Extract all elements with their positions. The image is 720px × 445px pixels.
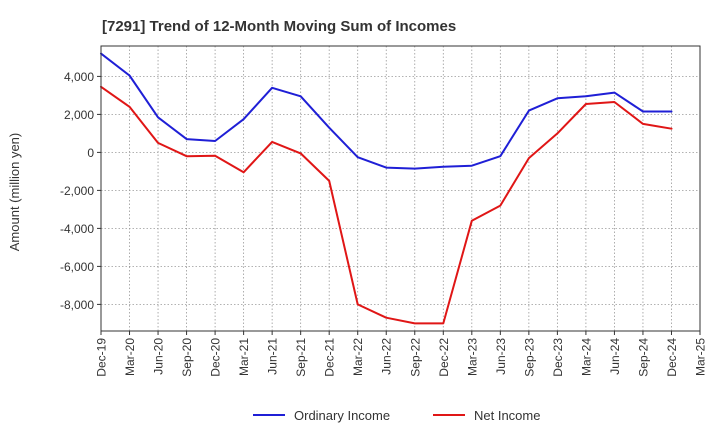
- x-tick-label: Mar-22: [351, 338, 365, 376]
- x-tick-label: Jun-22: [380, 338, 394, 375]
- y-tick-label: -4,000: [60, 222, 94, 236]
- x-tick-label: Sep-22: [408, 338, 422, 377]
- x-tick-label: Mar-25: [694, 338, 708, 376]
- x-tick-label: Sep-21: [294, 338, 308, 377]
- chart-title: [7291] Trend of 12-Month Moving Sum of I…: [102, 18, 456, 35]
- y-tick-label: -2,000: [60, 184, 94, 198]
- x-tick-label: Dec-24: [665, 338, 679, 377]
- plot-frame: [100, 45, 701, 332]
- x-tick-label: Jun-20: [152, 338, 166, 375]
- x-tick-label: Sep-20: [180, 338, 194, 377]
- legend-label: Net Income: [474, 408, 540, 423]
- y-tick-label: 4,000: [64, 70, 94, 84]
- y-tick-label: 2,000: [64, 108, 94, 122]
- y-axis-label: Amount (million yen): [7, 133, 22, 252]
- legend: Ordinary Income Net Income: [253, 408, 540, 423]
- x-tick-label: Dec-21: [323, 338, 337, 377]
- x-tick-label: Mar-21: [237, 338, 251, 376]
- y-tick-label: -8,000: [60, 298, 94, 312]
- x-tick-label: Mar-20: [123, 338, 137, 376]
- grid-layer: [101, 46, 700, 331]
- x-tick-label: Jun-21: [266, 338, 280, 375]
- y-tick-label: -6,000: [60, 260, 94, 274]
- x-tick-label: Sep-23: [522, 338, 536, 377]
- x-tick-label: Sep-24: [636, 338, 650, 377]
- series-line-ordinary-income: [100, 52, 673, 170]
- x-tick-layer: Dec-19 Mar-20 Jun-20 Sep-20 Dec-20 Mar-21 Jun-…: [95, 331, 708, 377]
- x-tick-label: Mar-23: [465, 338, 479, 376]
- x-tick-label: Mar-24: [579, 338, 593, 376]
- y-tick-layer: 4,000 2,000 0 -2,000 -4,000 -6,000 -8,000: [60, 70, 101, 312]
- x-tick-label: Jun-24: [608, 338, 622, 375]
- series-layer: [100, 52, 673, 325]
- x-tick-label: Dec-20: [209, 338, 223, 377]
- legend-label: Ordinary Income: [294, 408, 390, 423]
- x-tick-label: Dec-23: [551, 338, 565, 377]
- x-tick-label: Jun-23: [494, 338, 508, 375]
- y-tick-label: 0: [87, 146, 94, 160]
- x-tick-label: Dec-22: [437, 338, 451, 377]
- x-tick-label: Dec-19: [95, 338, 109, 377]
- series-line-net-income: [100, 85, 673, 325]
